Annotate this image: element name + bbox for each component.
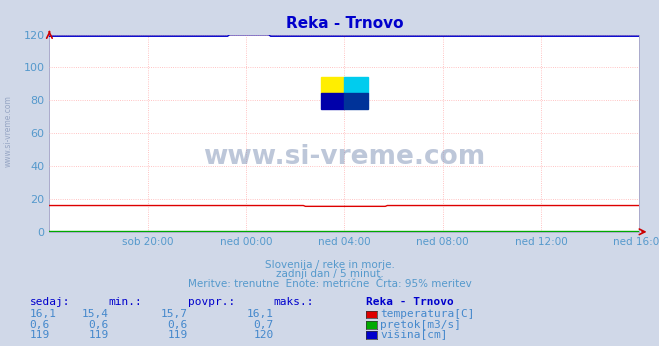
Text: 120: 120 — [253, 330, 273, 340]
Text: 15,4: 15,4 — [82, 309, 109, 319]
Text: zadnji dan / 5 minut.: zadnji dan / 5 minut. — [275, 270, 384, 280]
Text: 16,1: 16,1 — [30, 309, 57, 319]
Text: 15,7: 15,7 — [161, 309, 188, 319]
Text: 119: 119 — [88, 330, 109, 340]
Text: www.si-vreme.com: www.si-vreme.com — [3, 95, 13, 167]
Text: 0,7: 0,7 — [253, 320, 273, 330]
Bar — [321, 76, 345, 93]
Bar — [345, 76, 368, 93]
Text: 0,6: 0,6 — [88, 320, 109, 330]
Text: 0,6: 0,6 — [167, 320, 188, 330]
Text: Meritve: trenutne  Enote: metrične  Črta: 95% meritev: Meritve: trenutne Enote: metrične Črta: … — [188, 279, 471, 289]
Text: maks.:: maks.: — [273, 297, 314, 307]
Bar — [345, 93, 368, 109]
Text: 119: 119 — [167, 330, 188, 340]
Text: www.si-vreme.com: www.si-vreme.com — [203, 144, 486, 170]
Text: povpr.:: povpr.: — [188, 297, 235, 307]
Title: Reka - Trnovo: Reka - Trnovo — [285, 16, 403, 31]
Text: Slovenija / reke in morje.: Slovenija / reke in morje. — [264, 260, 395, 270]
Text: min.:: min.: — [109, 297, 142, 307]
Text: temperatura[C]: temperatura[C] — [380, 309, 474, 319]
Text: 16,1: 16,1 — [246, 309, 273, 319]
Text: pretok[m3/s]: pretok[m3/s] — [380, 320, 461, 330]
Text: Reka - Trnovo: Reka - Trnovo — [366, 297, 453, 307]
Text: 0,6: 0,6 — [30, 320, 50, 330]
Bar — [321, 93, 345, 109]
Text: višina[cm]: višina[cm] — [380, 330, 447, 340]
Text: 119: 119 — [30, 330, 50, 340]
Text: sedaj:: sedaj: — [30, 297, 70, 307]
